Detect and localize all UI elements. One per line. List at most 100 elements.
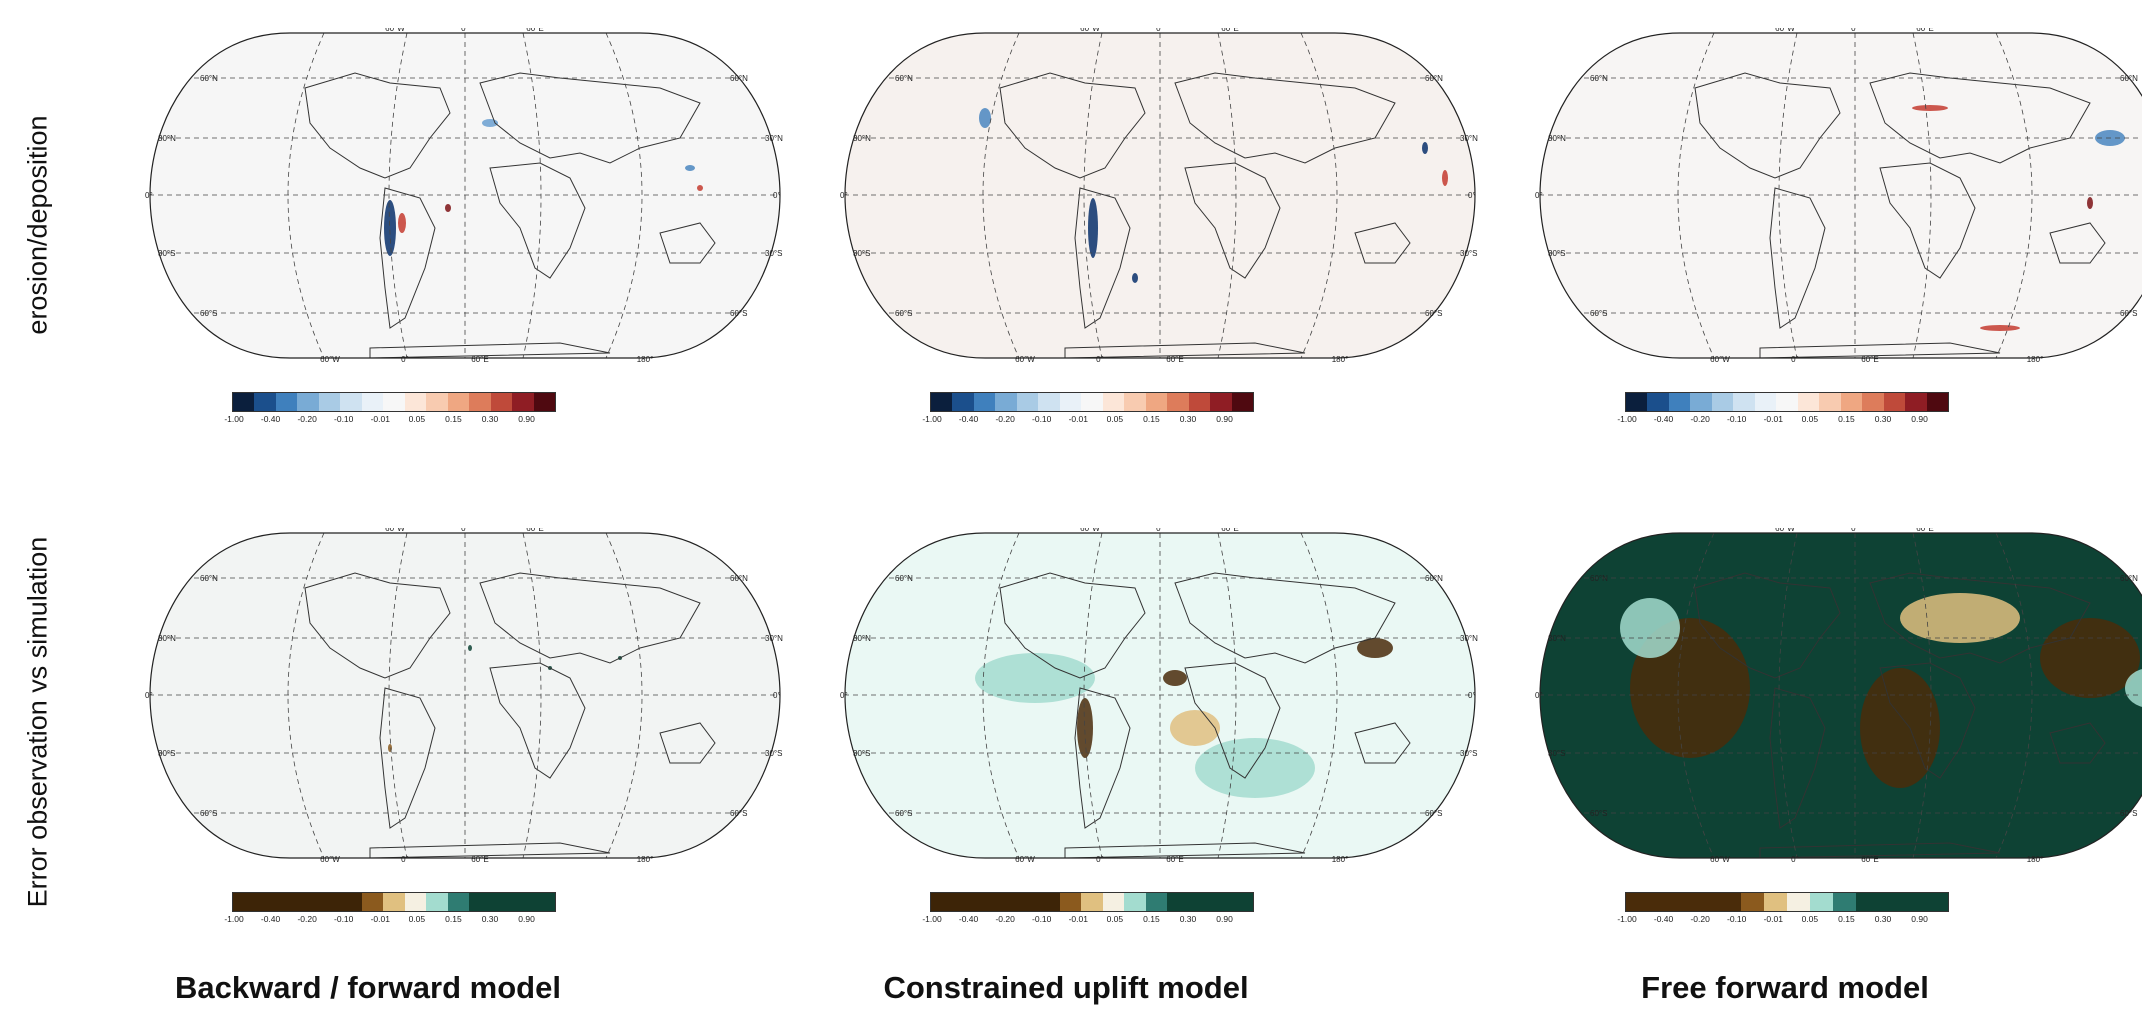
map-tick-bottom: 180°	[1332, 355, 1349, 363]
colorbar-segment	[1819, 393, 1841, 411]
map-tick-top: 0°	[1156, 28, 1164, 33]
colorbar-segment	[383, 393, 405, 411]
colorbar-error-3	[1625, 892, 1949, 912]
coastline	[304, 72, 451, 179]
colorbar-segment	[1672, 893, 1695, 911]
map-tick-left: 60°S	[200, 809, 217, 818]
colorbar-segment	[1167, 893, 1189, 911]
map-tick-bottom: 60°W	[1015, 355, 1035, 363]
colorbar-tick: 0.05	[408, 914, 426, 924]
coastline	[1759, 842, 2001, 858]
map-border	[844, 32, 1476, 359]
map-tick-top: 60°E	[1221, 28, 1238, 33]
map-tick-left: 60°S	[895, 809, 912, 818]
colorbar-segment	[1733, 393, 1755, 411]
row-label-erosion: erosion/deposition	[22, 115, 53, 335]
colorbar-segment	[1905, 393, 1927, 411]
colorbar-tick: -1.00	[1617, 414, 1637, 424]
map-tick-top: 0°	[1156, 528, 1164, 533]
map-tick-left: 60°N	[895, 74, 913, 83]
coastline	[489, 662, 586, 779]
colorbar-tick: -0.01	[370, 914, 390, 924]
graticule-meridian	[982, 33, 1020, 358]
colorbar-tick: 0.05	[408, 414, 426, 424]
coastline	[304, 572, 451, 679]
coastline	[1869, 572, 2091, 664]
colorbar-tick: 0.15	[445, 914, 462, 924]
map-tick-bottom: 0°	[1791, 855, 1799, 863]
map-tick-right: 60°S	[2120, 809, 2137, 818]
colorbar-segment	[1776, 393, 1798, 411]
colorbar-segment	[1754, 393, 1777, 411]
colorbar-segment	[1124, 393, 1146, 411]
colorbar-tick: 0.30	[1874, 414, 1892, 424]
graticule-meridian	[1083, 33, 1103, 358]
colorbar-segment	[318, 393, 341, 411]
map-tick-bottom: 180°	[2027, 855, 2044, 863]
colorbar-segment	[1926, 393, 1949, 411]
graticule-meridian	[1300, 33, 1338, 358]
map-tick-left: 60°S	[200, 309, 217, 318]
colorbar-tick: 0.05	[1801, 414, 1819, 424]
map-tick-left: 60°N	[1590, 574, 1608, 583]
map-tick-bottom: 60°W	[320, 855, 340, 863]
map-tick-right: 0°	[1468, 691, 1476, 700]
map-panel-p23: 60°W 0° 60°E 60°W 0° 60°E 180° 60°N 30°N 0° 30°S 60…	[1535, 528, 2142, 863]
map-tick-right: 30°S	[1460, 749, 1477, 758]
graticule-meridian	[388, 533, 408, 858]
map-tick-bottom: 0°	[1096, 355, 1104, 363]
map-tick-bottom: 60°E	[471, 355, 488, 363]
colorbar-segment	[404, 393, 427, 411]
colorbar-tick: -0.10	[334, 414, 354, 424]
map-anomaly	[384, 200, 396, 256]
colorbar-error-1	[232, 892, 556, 912]
colorbar-segment	[1741, 893, 1764, 911]
column-title-backward-forward: Backward / forward model	[175, 970, 561, 1005]
colorbar-segment	[1626, 393, 1648, 411]
map-tick-left: 30°S	[853, 249, 870, 258]
colorbar-segment	[1810, 893, 1833, 911]
colorbar-segment	[297, 893, 319, 911]
colorbar-segment	[533, 893, 556, 911]
colorbar-erosion-1	[232, 392, 556, 412]
map-anomaly	[2087, 197, 2093, 209]
colorbar-segment	[275, 893, 298, 911]
map-tick-left: 30°S	[158, 249, 175, 258]
map-anomaly	[697, 185, 703, 191]
map-tick-left: 0°	[1535, 691, 1543, 700]
colorbar-tick: -0.01	[1763, 414, 1783, 424]
colorbar-tick: -0.10	[1032, 414, 1052, 424]
map-tick-bottom: 0°	[401, 355, 409, 363]
colorbar-segment	[1879, 893, 1902, 911]
colorbar-tick: 0.30	[1874, 914, 1892, 924]
colorbar-tick: -0.20	[995, 414, 1015, 424]
colorbar-segment	[1059, 893, 1082, 911]
map-tick-right: 30°N	[765, 134, 783, 143]
map-tick-left: 0°	[145, 191, 153, 200]
colorbar-tick: 0.30	[1179, 914, 1197, 924]
map-tick-right: 30°S	[1460, 249, 1477, 258]
colorbar-segment	[512, 893, 534, 911]
colorbar-segment	[1016, 893, 1039, 911]
colorbar-segment	[952, 893, 974, 911]
colorbar-segment	[1145, 893, 1168, 911]
colorbar-tick: 0.15	[1838, 414, 1855, 424]
colorbar-segment	[1718, 893, 1741, 911]
map-anomaly	[1860, 668, 1940, 788]
map-tick-top: 60°E	[1221, 528, 1238, 533]
map-panel-p22: 60°W 0° 60°E 60°W 0° 60°E 180° 60°N 30°N 0° 30°S 60…	[840, 528, 1478, 863]
map-tick-right: 60°S	[2120, 309, 2137, 318]
graticule-meridian	[605, 33, 643, 358]
map-tick-top: 60°W	[1080, 28, 1100, 33]
graticule-meridian	[1217, 533, 1237, 858]
coastline	[1694, 72, 1841, 179]
map-border	[149, 32, 781, 359]
map-tick-left: 30°S	[853, 749, 870, 758]
map-border	[1539, 532, 2142, 859]
map-anomaly	[1088, 198, 1098, 258]
colorbar-segment	[512, 393, 534, 411]
colorbar-tick: -0.20	[297, 914, 317, 924]
colorbar-segment	[361, 893, 384, 911]
coastline	[1769, 187, 1826, 329]
graticule-meridian	[522, 533, 542, 858]
